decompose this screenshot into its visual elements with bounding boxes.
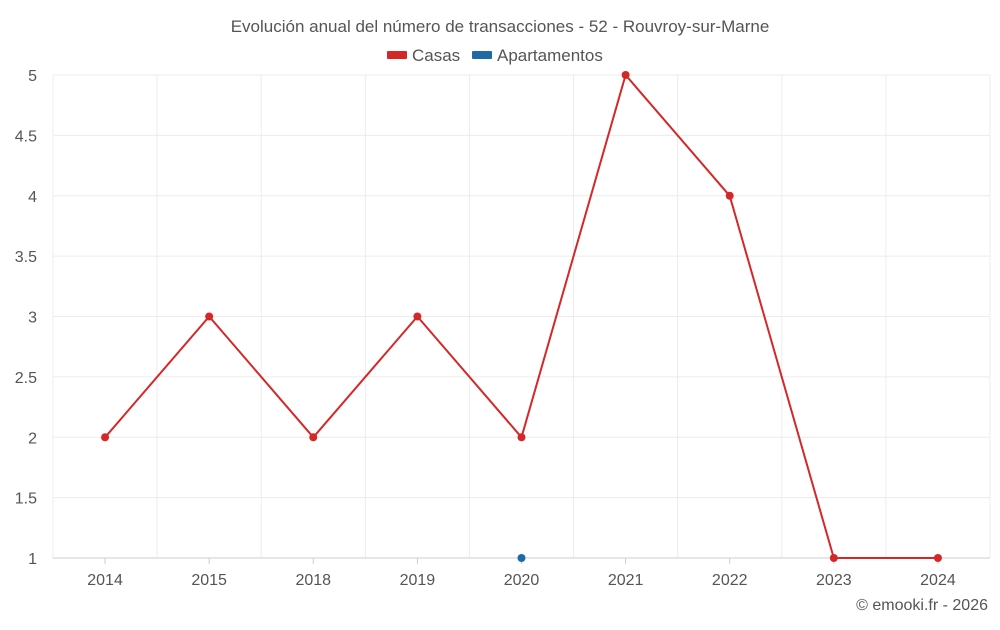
y-tick-label: 4.5 [15, 128, 37, 145]
y-tick-label: 2.5 [15, 370, 37, 387]
y-tick-label: 1 [28, 551, 37, 568]
data-point-casas [933, 554, 942, 562]
x-tick-label: 2018 [295, 572, 331, 589]
data-point-casas [517, 433, 526, 442]
data-point-casas [413, 312, 422, 321]
grid [52, 74, 991, 558]
credit-text: © emooki.fr - 2026 [856, 597, 988, 614]
legend-swatch-casas [387, 51, 407, 59]
x-tick-label: 2015 [191, 572, 227, 589]
chart-title: Evolución anual del número de transaccio… [231, 17, 770, 36]
y-tick-label: 3.5 [15, 249, 37, 266]
data-point-casas [309, 433, 318, 442]
series [101, 71, 942, 562]
data-point-casas [101, 433, 110, 442]
data-point-casas [205, 312, 214, 321]
legend: Casas Apartamentos [387, 46, 603, 65]
y-tick-label: 5 [28, 68, 37, 85]
x-tick-label: 2023 [816, 572, 852, 589]
x-tick-label: 2020 [504, 572, 540, 589]
legend-label-apartamentos: Apartamentos [497, 46, 603, 65]
y-tick-label: 2 [28, 430, 37, 447]
x-tick-label: 2024 [920, 572, 956, 589]
x-tick-label: 2021 [608, 572, 644, 589]
legend-item-casas[interactable]: Casas [387, 46, 460, 65]
y-tick-label: 1.5 [15, 491, 37, 508]
x-tick-label: 2019 [400, 572, 436, 589]
data-point-casas [829, 554, 838, 562]
data-point-casas [725, 191, 734, 200]
data-point-apartamentos [517, 554, 526, 562]
y-tick-label: 3 [28, 310, 37, 327]
data-point-casas [621, 71, 630, 79]
legend-item-apartamentos[interactable]: Apartamentos [472, 46, 603, 65]
legend-label-casas: Casas [412, 46, 460, 65]
axes: 1 1.5 2 2.5 3 3.5 4 4.5 5 2014 2015 2018 2019 2020 202… [15, 68, 990, 589]
y-tick-label: 4 [28, 189, 37, 206]
legend-swatch-apartamentos [472, 51, 492, 59]
x-tick-label: 2022 [712, 572, 748, 589]
x-tick-label: 2014 [87, 572, 123, 589]
